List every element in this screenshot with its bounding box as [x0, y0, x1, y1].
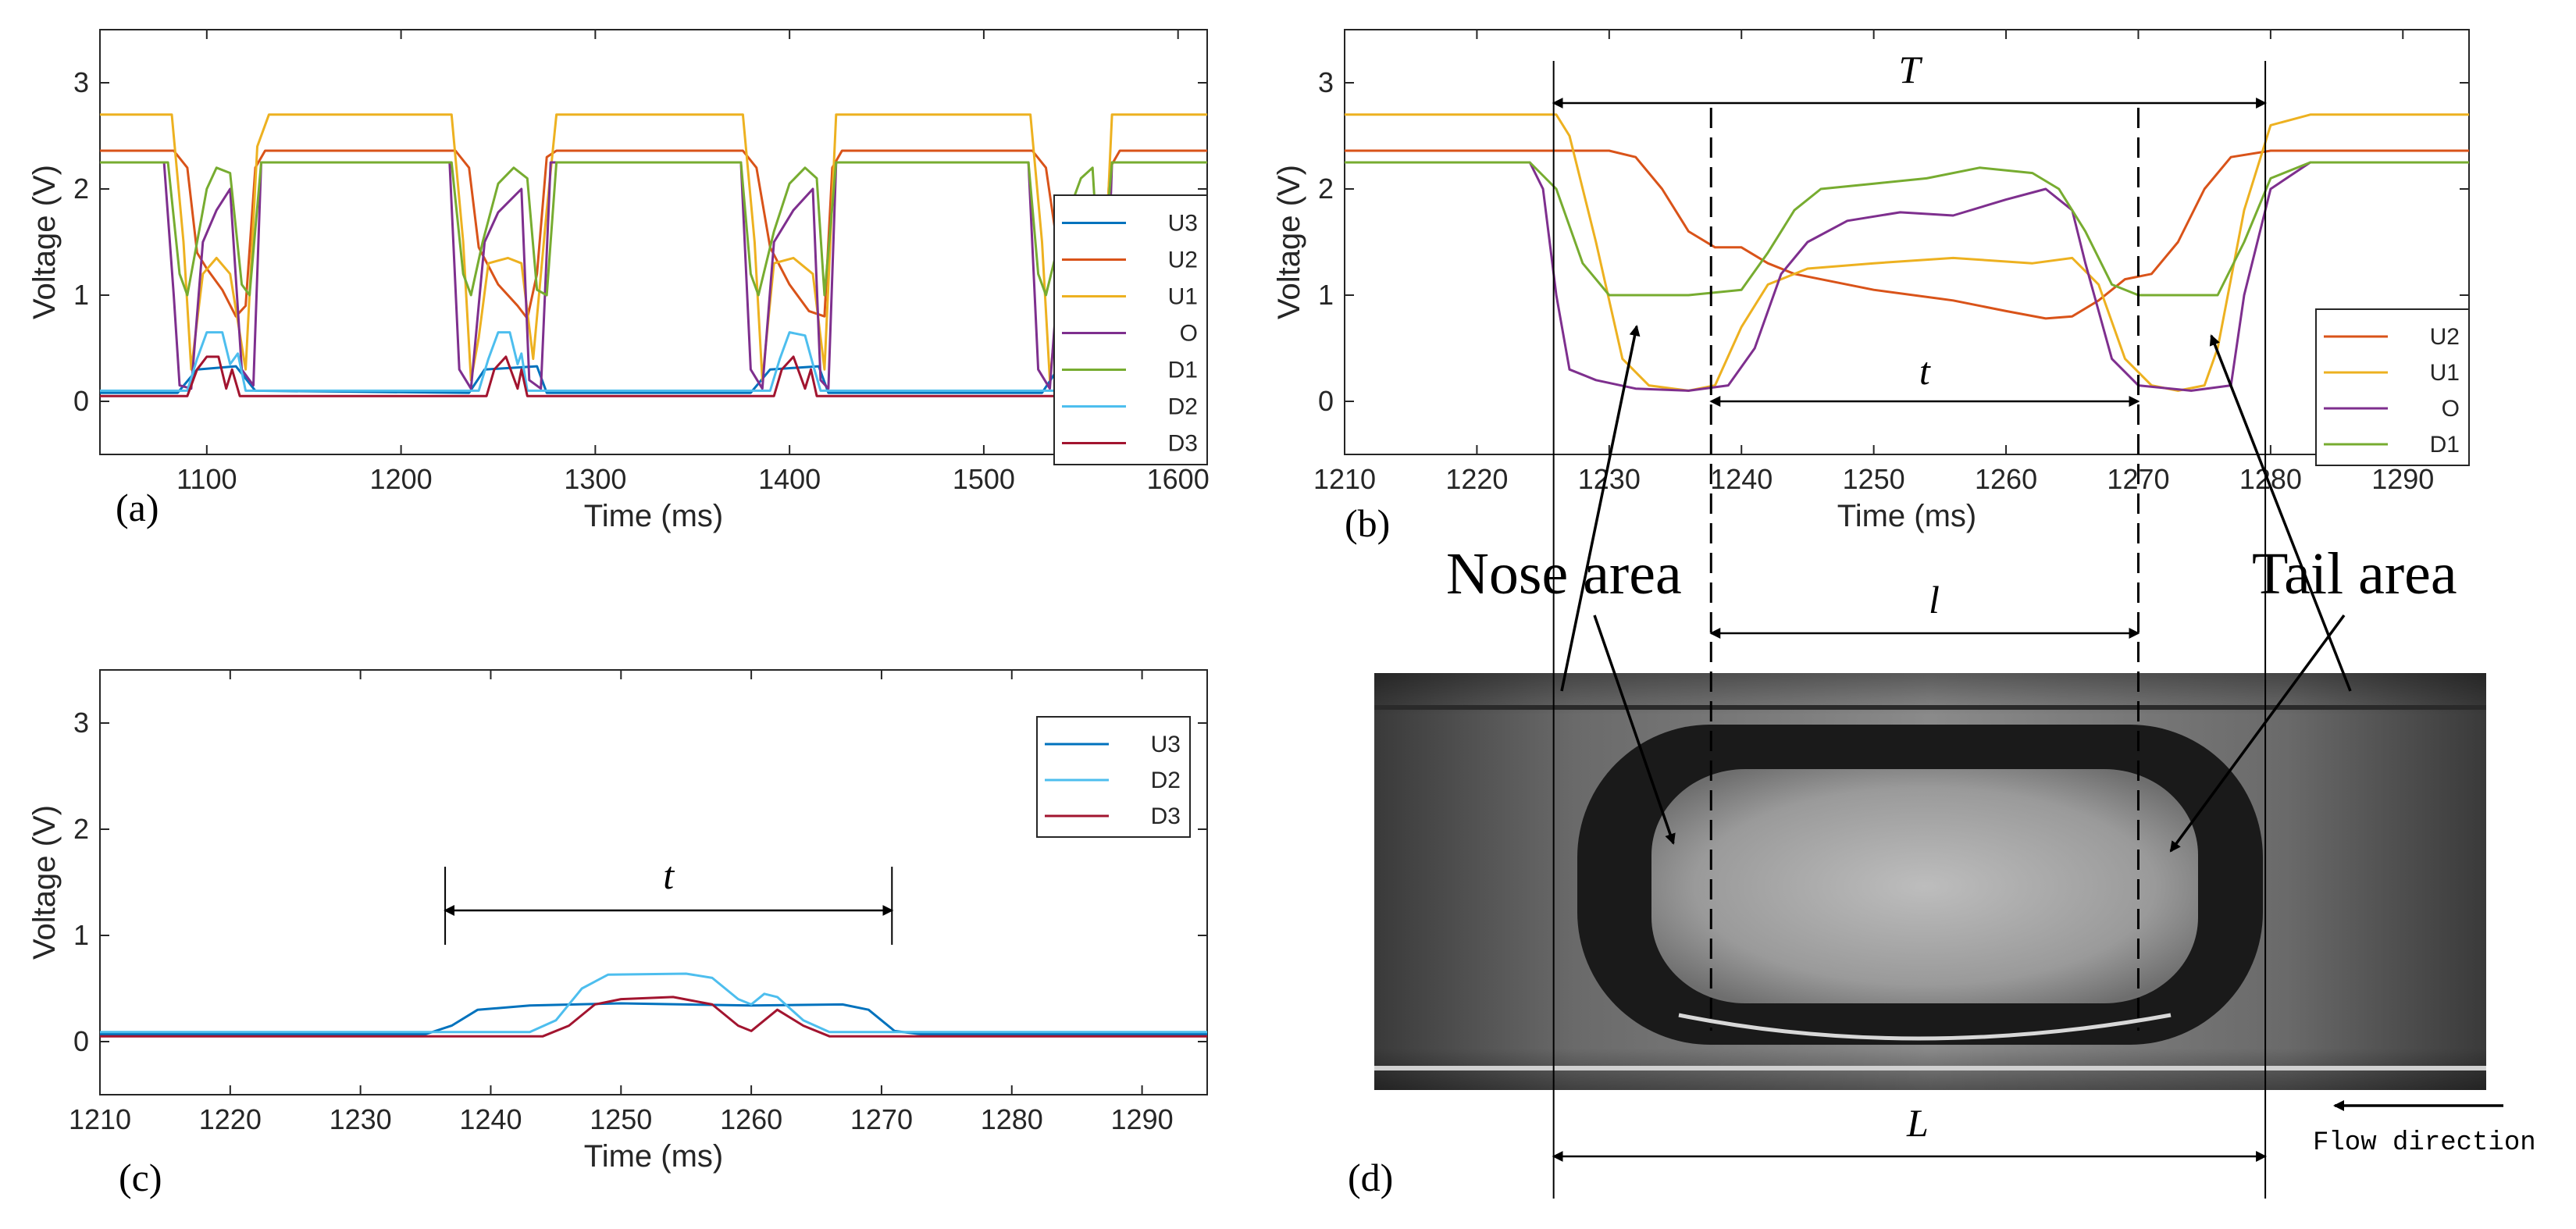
- bubble-inner: [1651, 769, 2198, 1003]
- x-axis-label: Time (ms): [584, 1139, 723, 1174]
- panel-b-label: (b): [1345, 501, 1390, 545]
- x-tick-label: 1200: [370, 463, 433, 495]
- x-tick-label: 1290: [1111, 1103, 1174, 1135]
- legend-entry-o: O: [2442, 396, 2460, 422]
- x-tick-label: 1280: [981, 1103, 1043, 1135]
- series-line-o: [1345, 161, 2469, 392]
- t-label-c: t: [663, 853, 675, 897]
- nose-curve-pointer: [1560, 325, 1641, 692]
- x-tick-label: 1400: [758, 463, 821, 495]
- y-axis-label: Voltage (V): [27, 805, 62, 960]
- y-axis-label: Voltage (V): [1272, 165, 1306, 319]
- legend-entry-d1: D1: [1168, 358, 1198, 383]
- legend-entry-d2: D2: [1151, 768, 1181, 793]
- x-tick-label: 1500: [953, 463, 1015, 495]
- series-line-d3: [100, 996, 1207, 1038]
- legend-entry-u1: U1: [1168, 284, 1198, 310]
- T-label: T: [1898, 48, 1922, 91]
- y-tick-label: 1: [73, 919, 89, 951]
- plot-area: [1344, 29, 2470, 455]
- x-tick-label: 1210: [69, 1103, 131, 1135]
- legend-entry-u2: U2: [1168, 248, 1198, 273]
- tail-area-label: Tail area: [2252, 541, 2457, 607]
- x-tick-label: 1250: [1843, 463, 1905, 495]
- x-tick-label: 1250: [590, 1103, 652, 1135]
- legend-entry-d2: D2: [1168, 394, 1198, 420]
- x-tick-label: 1260: [720, 1103, 782, 1135]
- y-tick-label: 2: [1318, 173, 1334, 205]
- panel-a-chart: 1100 1200 1300 1400 1500 1600 0 1 2 3 Time (ms) Vol…: [27, 29, 1210, 533]
- y-tick-label: 0: [73, 385, 89, 417]
- x-tick-label: 1270: [850, 1103, 913, 1135]
- l-label: l: [1929, 578, 1940, 622]
- y-axis-label: Voltage (V): [27, 165, 62, 319]
- series-line-d2: [100, 972, 1207, 1034]
- tail-curve-pointer: [2209, 334, 2352, 692]
- y-tick-label: 3: [1318, 66, 1334, 98]
- y-tick-label: 3: [73, 707, 89, 739]
- y-tick-label: 3: [73, 66, 89, 98]
- series-line-d1: [1345, 161, 2469, 297]
- legend-entry-o: O: [1180, 321, 1198, 347]
- panel-c-label: (c): [119, 1156, 162, 1199]
- series-line-o: [100, 161, 1207, 390]
- x-tick-label: 1230: [1578, 463, 1641, 495]
- bubble-image: [1374, 673, 2486, 1090]
- x-tick-label: 1220: [199, 1103, 262, 1135]
- L-label: L: [1906, 1101, 1929, 1145]
- y-tick-label: 2: [73, 813, 89, 845]
- legend-entry-u1: U1: [2430, 360, 2460, 386]
- plot-area: [99, 29, 1208, 455]
- x-tick-label: 1260: [1975, 463, 2037, 495]
- panel-b-chart: 1210 1220 1230 1240 1250 1260 1270 1280 12900123…: [1272, 29, 2470, 533]
- nose-area-label: Nose area: [1446, 541, 1682, 607]
- series-line-u1: [100, 113, 1207, 382]
- legend-entry-u3: U3: [1151, 732, 1181, 757]
- legend-entry-d1: D1: [2430, 432, 2460, 458]
- legend-entry-d3: D3: [1151, 803, 1181, 829]
- x-axis-label: Time (ms): [1837, 499, 1976, 533]
- annotation-overlay: Tt t: [444, 48, 2503, 1199]
- series-line-d1: [100, 161, 1207, 297]
- legend-entry-u2: U2: [2430, 324, 2460, 350]
- x-tick-label: 1290: [2371, 463, 2434, 495]
- x-tick-label: 1230: [330, 1103, 392, 1135]
- legend-box: [2315, 308, 2470, 466]
- x-tick-label: 1300: [564, 463, 626, 495]
- legend-entry-d3: D3: [1168, 431, 1198, 457]
- t-label-b: t: [1919, 349, 1931, 393]
- panel-d-label: (d): [1348, 1156, 1393, 1199]
- flow-direction-label: Flow direction: [2313, 1128, 2536, 1158]
- panel-a-label: (a): [116, 486, 159, 529]
- x-tick-label: 1100: [176, 463, 237, 495]
- x-axis-label: Time (ms): [584, 499, 723, 533]
- y-tick-label: 2: [73, 173, 89, 205]
- legend-box: [1053, 194, 1208, 465]
- series-line-u2: [1345, 149, 2469, 320]
- y-tick-label: 1: [1318, 279, 1334, 311]
- legend-entry-u3: U3: [1168, 211, 1198, 237]
- panel-c-chart: 1210 1220 1230 1240 1250 1260 1270 1280 1290 0 1 2 3…: [27, 669, 1208, 1174]
- plot-area: [99, 669, 1208, 1095]
- tail-area-pointer: [2169, 614, 2346, 853]
- x-tick-label: 1240: [1710, 463, 1773, 495]
- x-tick-label: 1220: [1445, 463, 1508, 495]
- y-tick-label: 1: [73, 279, 89, 311]
- bubble-film-rim: [1678, 1013, 2172, 1041]
- x-tick-label: 1240: [459, 1103, 522, 1135]
- nose-area-pointer: [1593, 614, 1676, 845]
- y-tick-label: 0: [1318, 385, 1334, 417]
- x-tick-label: 1210: [1313, 463, 1376, 495]
- series-line-u2: [100, 149, 1207, 320]
- y-tick-label: 0: [73, 1025, 89, 1057]
- x-tick-label: 1600: [1147, 463, 1210, 495]
